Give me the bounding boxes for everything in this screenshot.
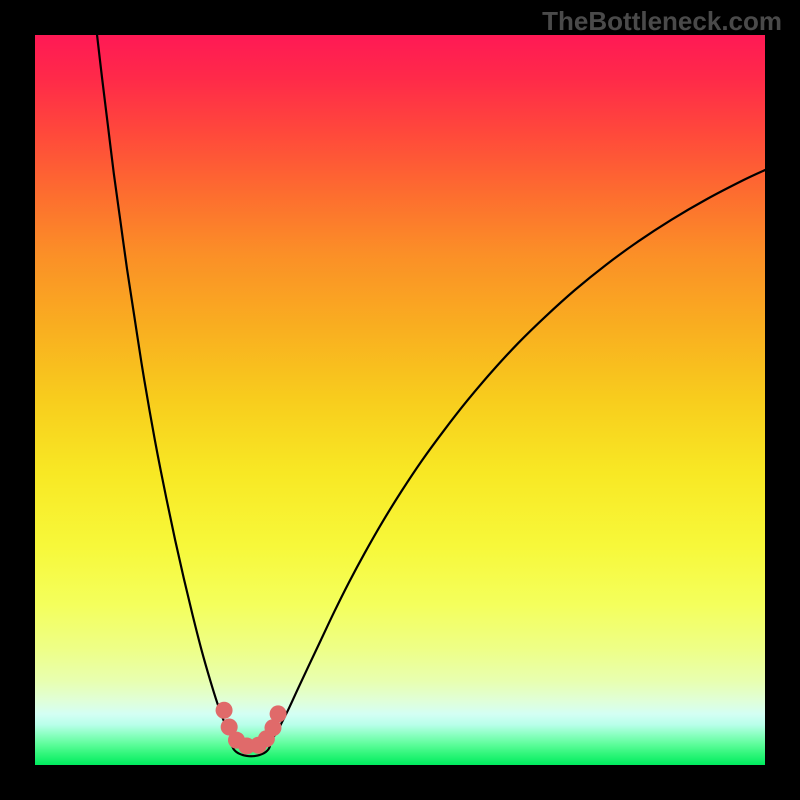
valley-marker <box>216 702 233 719</box>
bottleneck-chart <box>0 0 800 800</box>
plot-background <box>35 35 765 765</box>
valley-marker <box>270 705 287 722</box>
chart-frame: TheBottleneck.com <box>0 0 800 800</box>
watermark-text: TheBottleneck.com <box>542 6 782 37</box>
